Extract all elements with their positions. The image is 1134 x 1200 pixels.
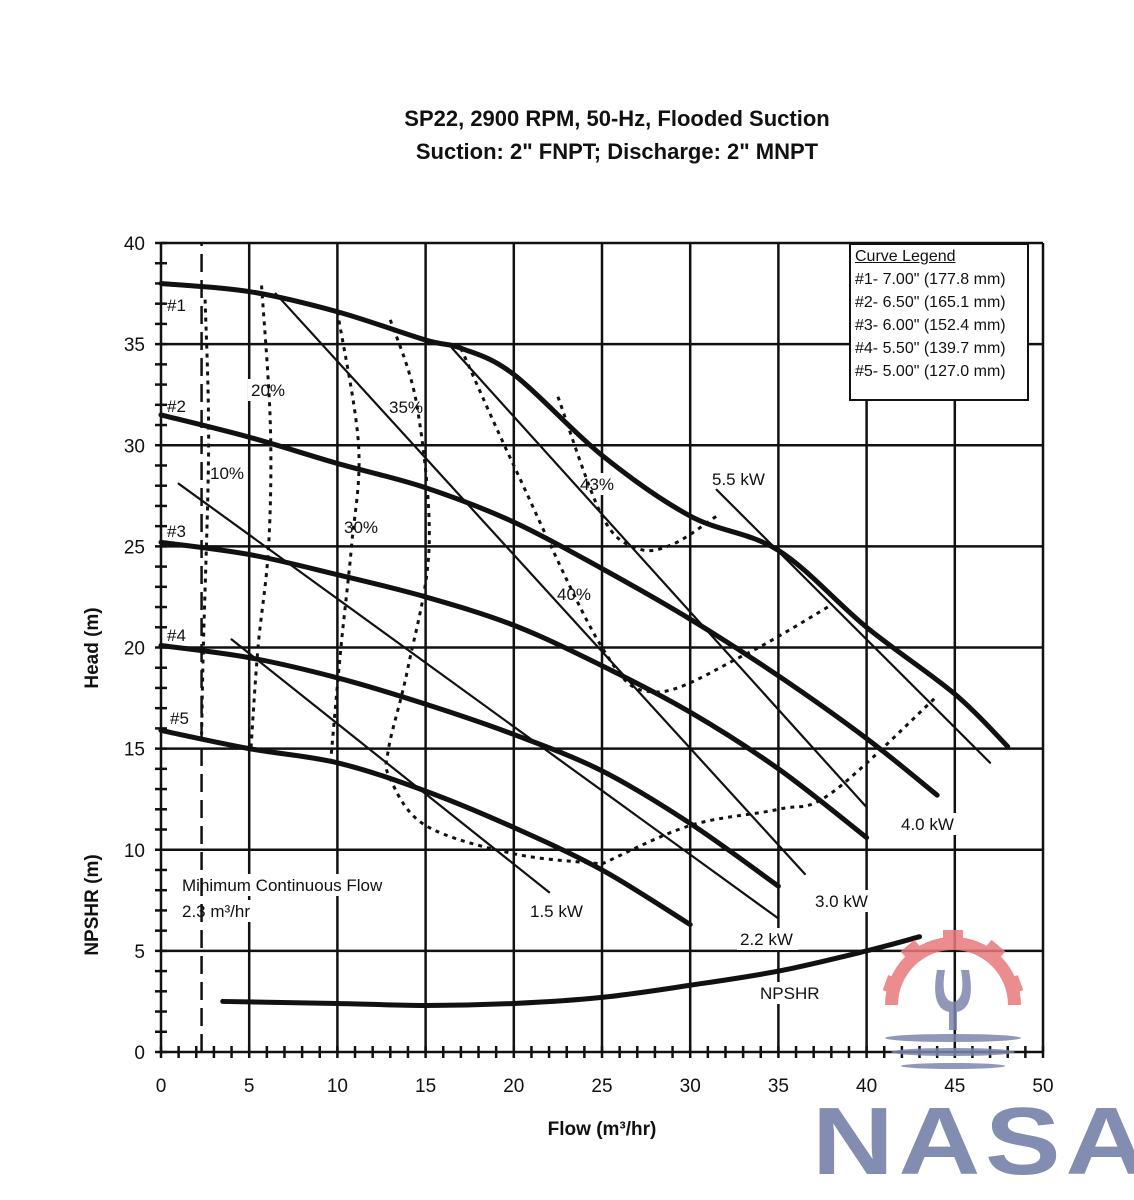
series--4-5-50-139-7-mm- [158,642,781,889]
y-tick-labels: 0 5 10 15 20 25 30 35 40 [124,234,145,1064]
series-40-eff [459,347,833,694]
x-tick-label: 25 [591,1076,612,1097]
series-10-eff [200,299,211,735]
efficiency-label-43: 43% [580,475,614,494]
y-tick-label: 30 [124,436,145,457]
legend-heading: Curve Legend [855,248,956,265]
power-label-2-2kw: 2.2 kW [740,930,793,949]
series--1-7-00-177-8-mm- [158,280,1011,750]
chart-series [158,243,1011,1052]
efficiency-label-10: 10% [210,464,244,483]
series--2-6-50-165-1-mm- [158,412,940,798]
x-tick-label: 15 [415,1076,436,1097]
series-30-eff [328,311,361,765]
series-npshr [220,934,923,1008]
x-tick-label: 5 [244,1076,255,1097]
y-tick-label: 35 [124,335,145,356]
curve-legend: Curve Legend #1- 7.00" (177.8 mm) #2- 6.… [849,243,1029,401]
y-axis-label-head: Head (m) [82,607,103,688]
power-label-1-5kw: 1.5 kW [530,902,583,921]
min-flow-label: Minimum Continuous Flow [182,876,383,895]
y-tick-label: 10 [124,841,145,862]
watermark-gear-icon [882,930,1024,1069]
chart-subtitle: Suction: 2" FNPT; Discharge: 2" MNPT [415,139,819,164]
legend-item: #5- 5.00" (127.0 mm) [855,363,1006,380]
x-tick-labels: 0 5 10 15 20 25 30 35 40 45 50 [156,1076,1054,1097]
x-tick-label: 30 [680,1076,701,1097]
power-label-5-5kw: 5.5 kW [712,470,765,489]
series-43-eff [556,396,718,553]
curve-label-4: #4 [167,626,186,645]
chart-title: SP22, 2900 RPM, 50-Hz, Flooded Suction [404,106,830,131]
series-20-eff [249,285,273,749]
legend-item: #2- 6.50" (165.1 mm) [855,294,1006,311]
y-tick-label: 40 [124,234,145,255]
y-tick-label: 15 [124,740,145,761]
chart-annotations: #1 #2 #3 #4 #5 10% 20% 30% 35% 40% 43% 1.5 kW 2.2 kW… [167,296,954,1003]
series--3-6-00-152-4-mm- [158,539,870,841]
efficiency-label-40: 40% [557,585,591,604]
x-tick-label: 40 [856,1076,877,1097]
min-flow-value: 2.3 m³/hr [182,902,250,921]
x-tick-label: 35 [768,1076,789,1097]
series--5-5-00-127-0-mm- [158,727,693,928]
series-40-eff-low- [601,694,939,866]
series-3-0-kw [274,292,806,876]
legend-item: #4- 5.50" (139.7 mm) [855,340,1006,357]
watermark-logo-text: NASA [812,1088,1134,1195]
series-1-5-kw [230,638,551,894]
y-tick-label: 20 [124,639,145,660]
y-axis-label-npshr: NPSHR (m) [82,854,103,955]
legend-item: #1- 7.00" (177.8 mm) [855,271,1006,288]
efficiency-label-20: 20% [251,381,285,400]
curve-label-2: #2 [167,397,186,416]
series-4-0-kw [450,347,868,809]
power-label-3-0kw: 3.0 kW [815,892,868,911]
efficiency-label-30: 30% [344,518,378,537]
y-tick-label: 25 [124,537,145,558]
npshr-curve-label: NPSHR [760,984,820,1003]
series-5-5-kw [715,488,992,764]
efficiency-label-35: 35% [389,398,423,417]
x-tick-label: 50 [1032,1076,1053,1097]
x-axis-label: Flow (m³/hr) [548,1119,657,1140]
x-tick-label: 20 [503,1076,524,1097]
y-tick-label: 5 [134,942,145,963]
legend-item: #3- 6.00" (152.4 mm) [855,317,1006,334]
y-tick-label: 0 [134,1043,145,1064]
curve-label-5: #5 [170,709,189,728]
x-tick-label: 10 [327,1076,348,1097]
x-tick-label: 45 [944,1076,965,1097]
power-label-4-0kw: 4.0 kW [901,815,954,834]
curve-label-1: #1 [167,296,186,315]
x-tick-label: 0 [156,1076,167,1097]
curve-label-3: #3 [167,522,186,541]
series-2-2-kw [177,482,780,920]
